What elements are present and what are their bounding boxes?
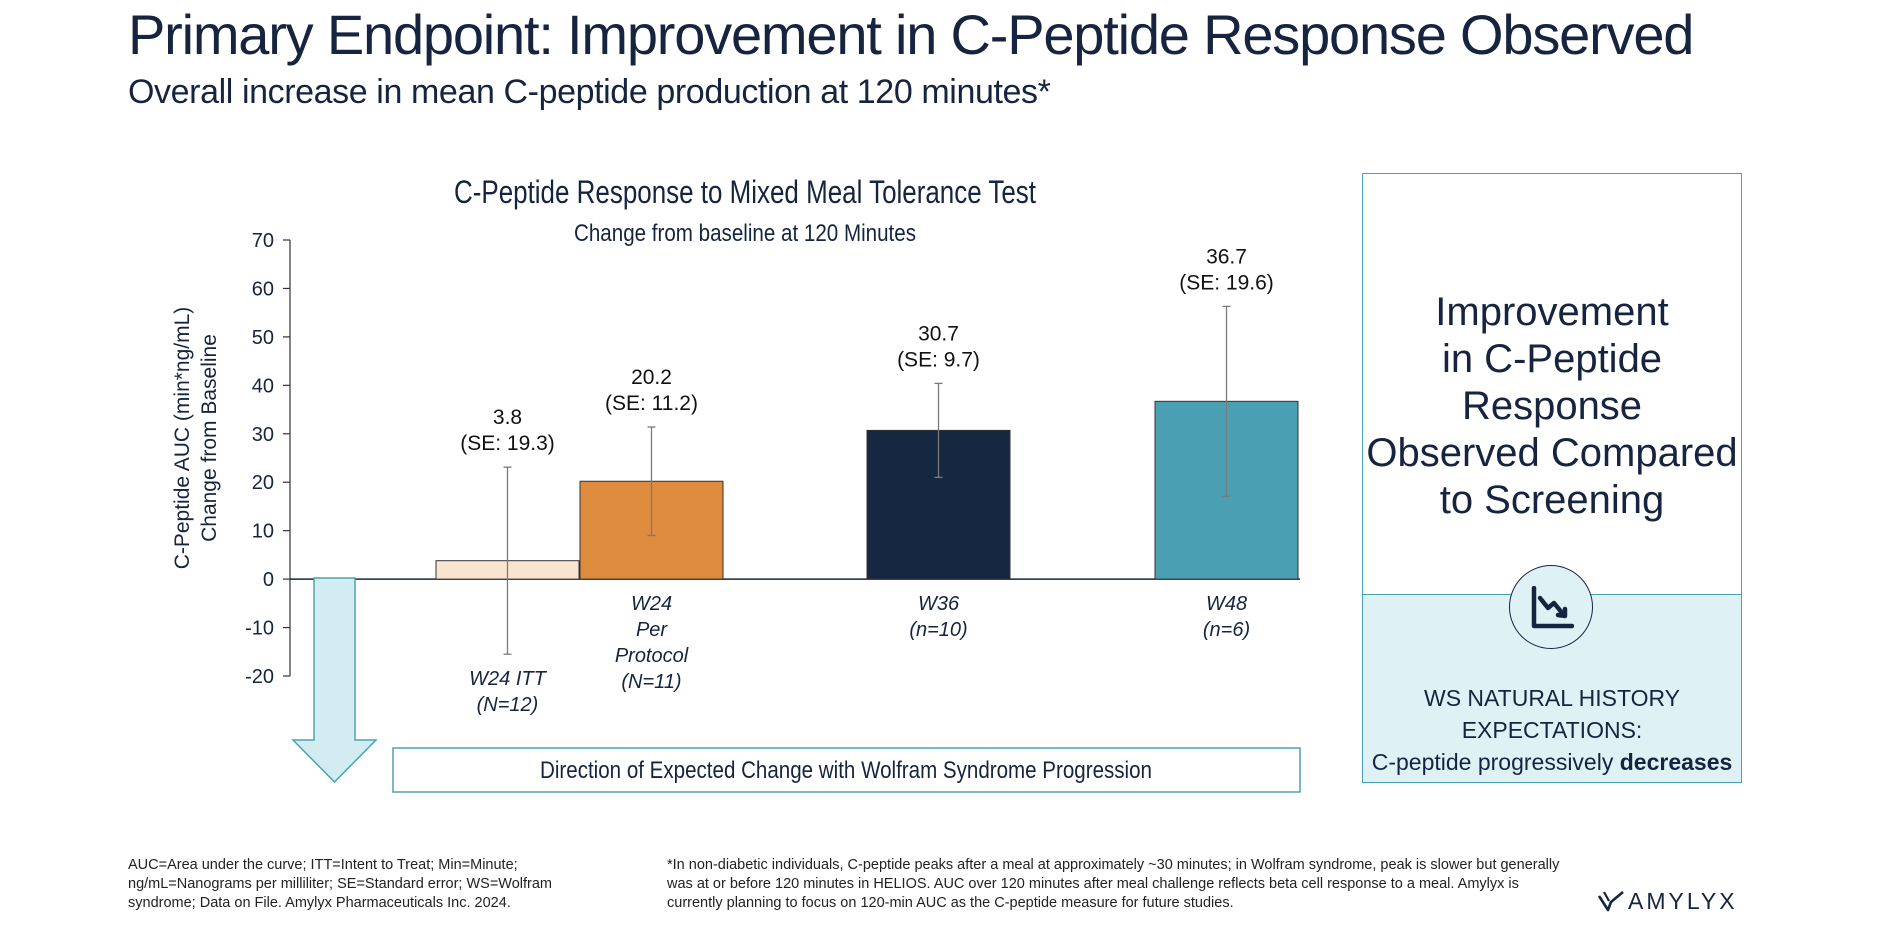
natural-history-note-text: C-peptide progressively decreases bbox=[1363, 746, 1741, 778]
amylyx-logo: AMYLYX bbox=[1598, 888, 1738, 915]
direction-label-box bbox=[392, 747, 1301, 793]
callout-heading: Improvement in C-Peptide Response Observ… bbox=[1363, 289, 1741, 524]
y-tick-label: 50 bbox=[252, 327, 274, 349]
x-category-label: W24 ITT bbox=[469, 668, 547, 690]
abbreviations-footnote: AUC=Area under the curve; ITT=Intent to … bbox=[128, 857, 553, 911]
data-label-se: (SE: 19.3) bbox=[460, 432, 555, 455]
note-prefix: C-peptide progressively bbox=[1371, 749, 1620, 775]
natural-history-note: WS NATURAL HISTORY EXPECTATIONS: C-pepti… bbox=[1363, 682, 1741, 778]
y-tick-label: 30 bbox=[252, 424, 274, 446]
c-peptide-bar-chart: C-Peptide Response to Mixed Meal Toleran… bbox=[171, 174, 1301, 793]
logo-text: AMYLYX bbox=[1628, 888, 1738, 914]
x-category-label: Protocol bbox=[615, 645, 689, 667]
data-label-se: (SE: 9.7) bbox=[897, 348, 980, 371]
y-axis: 70 60 50 40 30 20 10 0 -10 -20 bbox=[245, 230, 1300, 688]
x-category-label: W24 bbox=[631, 593, 672, 615]
note-emphasis: decreases bbox=[1619, 749, 1733, 775]
callout-heading-line: Observed Compared bbox=[1366, 431, 1738, 475]
y-tick-label: 10 bbox=[252, 521, 274, 543]
data-label-value: 36.7 bbox=[1206, 245, 1247, 268]
y-tick-label: 60 bbox=[252, 278, 274, 300]
data-label-value: 3.8 bbox=[493, 406, 522, 429]
direction-of-change-annotation: Direction of Expected Change with Wolfra… bbox=[291, 577, 1301, 793]
y-tick-label: 20 bbox=[252, 472, 274, 494]
callout-heading-line: Improvement bbox=[1435, 290, 1669, 334]
data-label-se: (SE: 19.6) bbox=[1179, 271, 1274, 294]
declining-trend-chart-icon bbox=[1509, 565, 1593, 649]
callout-heading-line: in C-Peptide Response bbox=[1441, 337, 1663, 428]
bar-series: 3.8 (SE: 19.3) W24 ITT (N=12) 20.2 (SE: 11.2)… bbox=[435, 245, 1299, 716]
page-title: Primary Endpoint: Improvement in C-Pepti… bbox=[128, 3, 1694, 66]
x-category-label: W48 bbox=[1206, 593, 1247, 615]
x-category-label: (n=10) bbox=[909, 619, 967, 641]
callout-heading-line: to Screening bbox=[1439, 478, 1665, 522]
natural-history-note-heading: WS NATURAL HISTORY EXPECTATIONS: bbox=[1423, 685, 1681, 743]
data-label-se: (SE: 11.2) bbox=[605, 392, 698, 415]
data-label-value: 30.7 bbox=[918, 322, 959, 345]
x-category-label: (N=11) bbox=[621, 671, 681, 693]
x-category-label: Per bbox=[636, 619, 668, 641]
direction-label: Direction of Expected Change with Wolfra… bbox=[540, 757, 1152, 784]
chart-title: C-Peptide Response to Mixed Meal Toleran… bbox=[454, 174, 1036, 210]
improvement-callout-panel: Improvement in C-Peptide Response Observ… bbox=[1362, 173, 1742, 783]
chart-subtitle: Change from baseline at 120 Minutes bbox=[574, 220, 916, 247]
amylyx-logo-mark-icon bbox=[1598, 891, 1624, 912]
y-tick-label: 0 bbox=[263, 569, 274, 591]
y-tick-label: 70 bbox=[252, 230, 274, 252]
down-arrow bbox=[291, 577, 378, 784]
page-subtitle: Overall increase in mean C-peptide produ… bbox=[128, 73, 1051, 111]
y-tick-label: -20 bbox=[245, 666, 274, 688]
y-tick-label: 40 bbox=[252, 375, 274, 397]
x-category-label: (n=6) bbox=[1203, 619, 1250, 641]
x-category-label: W36 bbox=[918, 593, 960, 615]
x-category-label: (N=12) bbox=[477, 694, 539, 716]
data-label-value: 20.2 bbox=[631, 366, 672, 389]
y-tick-label: -10 bbox=[245, 618, 274, 640]
methods-footnote: *In non-diabetic individuals, C-peptide … bbox=[667, 857, 1560, 911]
y-axis-label-line1: C-Peptide AUC (min*ng/mL) bbox=[171, 307, 194, 570]
y-axis-label-line2: Change from Baseline bbox=[198, 334, 221, 542]
